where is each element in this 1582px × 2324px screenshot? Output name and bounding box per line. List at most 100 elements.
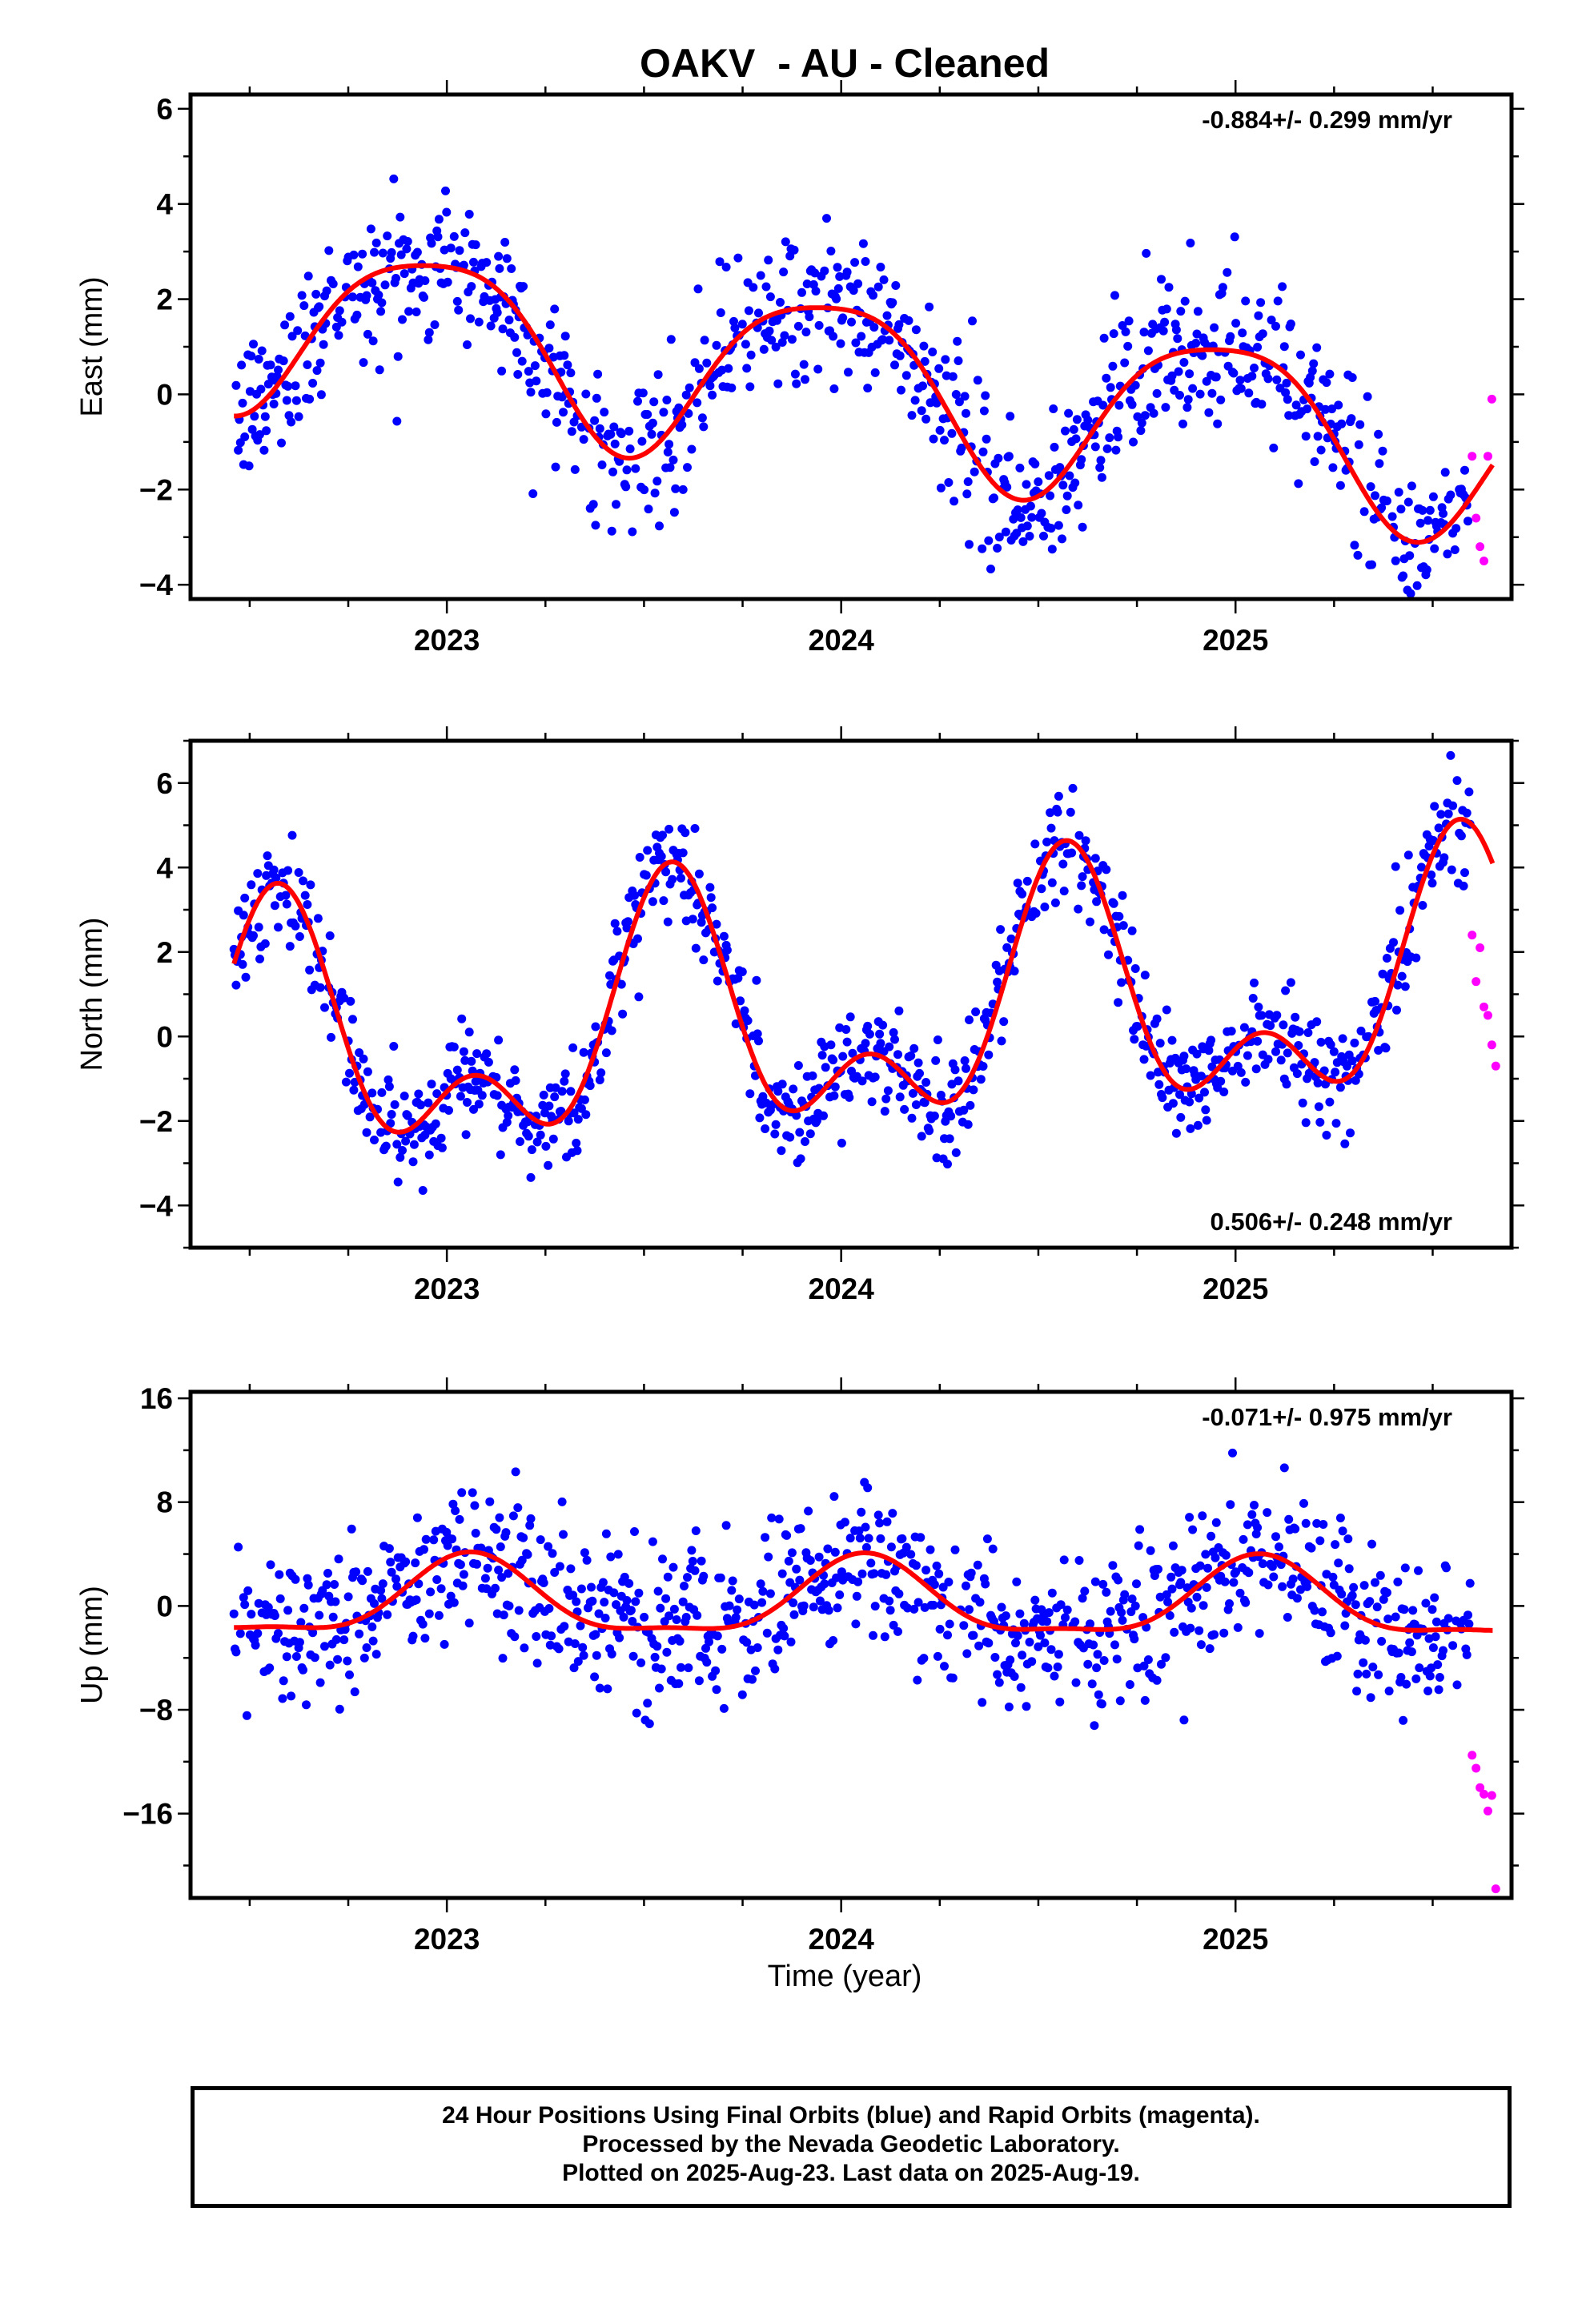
data-point	[969, 1085, 978, 1095]
data-point	[1143, 346, 1153, 356]
data-point	[1095, 463, 1105, 472]
data-point	[323, 1569, 332, 1578]
data-point	[1279, 1020, 1288, 1030]
data-point	[988, 1544, 998, 1554]
rapid-orbit-points	[1468, 1751, 1500, 1894]
data-point	[829, 1636, 838, 1645]
data-point	[1415, 1663, 1424, 1673]
data-point	[963, 477, 973, 486]
data-point	[1219, 1628, 1229, 1638]
rapid-point	[1487, 1791, 1496, 1800]
data-point	[355, 1048, 364, 1057]
data-point	[1241, 1077, 1251, 1087]
data-point	[609, 422, 619, 432]
data-point	[1216, 395, 1226, 404]
data-point	[1346, 1128, 1355, 1138]
data-point	[950, 497, 959, 506]
data-point	[968, 316, 977, 326]
data-point	[1363, 392, 1372, 401]
data-point	[1180, 296, 1190, 306]
data-point	[890, 360, 899, 370]
data-point	[981, 391, 990, 400]
rapid-point	[1491, 1884, 1500, 1894]
data-point	[663, 1572, 673, 1582]
data-point	[1137, 418, 1146, 428]
data-point	[1439, 853, 1449, 862]
data-point	[1049, 404, 1058, 413]
data-point	[1286, 978, 1295, 987]
data-point	[1309, 359, 1319, 368]
data-point	[693, 1610, 702, 1620]
data-point	[753, 1029, 762, 1039]
data-point	[697, 1556, 706, 1566]
data-point	[386, 1119, 396, 1128]
data-point	[1393, 1577, 1403, 1586]
data-point	[1334, 1558, 1343, 1568]
data-point	[652, 1642, 662, 1651]
data-point	[471, 240, 480, 250]
data-point	[1338, 1034, 1347, 1043]
data-point	[982, 434, 991, 444]
data-point	[281, 891, 291, 900]
data-point	[452, 1065, 462, 1075]
data-point	[1393, 980, 1403, 990]
data-point	[1281, 388, 1291, 397]
data-point	[761, 282, 771, 292]
data-point	[1114, 432, 1123, 442]
data-point	[870, 1602, 880, 1611]
data-point	[885, 1042, 894, 1051]
data-point	[1431, 1617, 1441, 1626]
data-point	[411, 1558, 420, 1568]
data-point	[377, 298, 387, 308]
data-point	[1102, 865, 1111, 875]
data-point	[637, 436, 647, 446]
data-point	[1263, 374, 1273, 384]
data-point	[979, 406, 989, 416]
data-point	[801, 375, 809, 384]
data-point	[837, 1138, 846, 1148]
data-point	[1395, 906, 1405, 915]
data-point	[1284, 1514, 1294, 1524]
data-point	[269, 400, 279, 408]
data-point	[315, 1610, 324, 1620]
data-point	[1198, 351, 1207, 360]
data-point	[1201, 1105, 1211, 1115]
data-point	[526, 1172, 536, 1182]
y-tick-label: 0	[156, 378, 173, 411]
data-point	[303, 271, 313, 281]
data-point	[1186, 1603, 1196, 1613]
data-point	[776, 298, 785, 307]
data-point	[1170, 1627, 1179, 1637]
data-point	[392, 1582, 402, 1591]
data-point	[1056, 1600, 1066, 1610]
data-point	[885, 1606, 895, 1615]
data-point	[308, 379, 318, 388]
y-ticks	[178, 107, 1524, 586]
data-point	[513, 1503, 523, 1513]
data-point	[513, 370, 523, 379]
data-point	[607, 1649, 616, 1659]
data-point	[913, 1598, 923, 1607]
data-point	[1405, 1638, 1415, 1647]
data-point	[681, 828, 690, 838]
data-point	[377, 1088, 387, 1097]
x-tick-label: 2024	[809, 1923, 875, 1956]
data-point	[610, 919, 620, 928]
data-point	[1086, 1619, 1094, 1629]
data-point	[449, 1042, 459, 1051]
data-point	[560, 1622, 569, 1631]
data-point	[1313, 432, 1323, 441]
data-point	[1111, 445, 1121, 455]
data-point	[1202, 1116, 1211, 1125]
data-point	[951, 390, 961, 399]
data-point	[1353, 550, 1363, 560]
data-point	[1118, 1615, 1127, 1625]
data-point	[1025, 532, 1034, 541]
data-point	[1142, 248, 1151, 258]
data-point	[771, 342, 781, 352]
data-point	[1195, 1093, 1204, 1103]
data-point	[448, 1534, 457, 1544]
data-point	[861, 1542, 871, 1552]
data-point	[996, 925, 1006, 935]
data-point	[511, 1467, 520, 1477]
